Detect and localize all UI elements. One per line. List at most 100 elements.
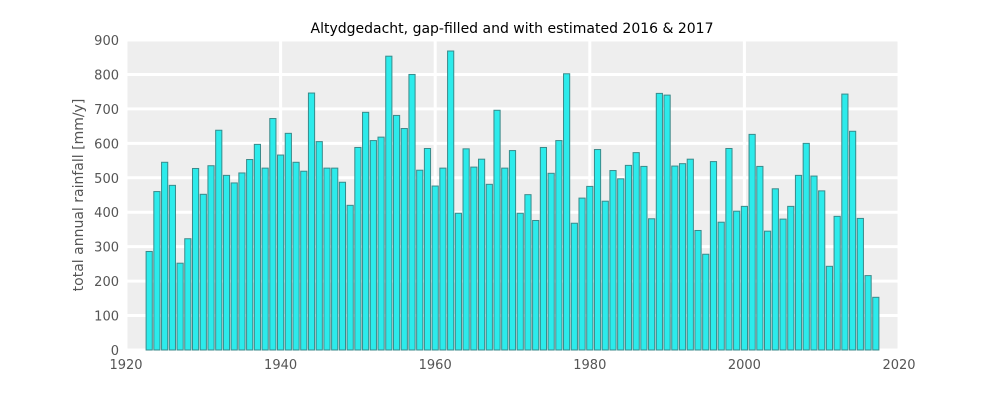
bar-1940	[277, 154, 285, 351]
bar-1950	[354, 146, 362, 351]
bar-1937	[253, 143, 262, 351]
x-tick-label: 2000	[728, 358, 761, 373]
bar-1994	[694, 229, 702, 351]
bar-1939	[269, 118, 277, 351]
bar-1973	[532, 219, 540, 351]
bar-1966	[477, 158, 486, 351]
bar-1956	[400, 128, 408, 351]
bar-2004	[771, 188, 779, 351]
x-tick-label: 1980	[573, 358, 606, 373]
bar-1998	[725, 148, 733, 351]
bar-2001	[748, 133, 756, 351]
bar-1943	[300, 170, 308, 351]
bar-1945	[315, 141, 323, 351]
bar-2006	[787, 205, 795, 351]
bar-1983	[609, 170, 617, 351]
bars	[145, 50, 880, 351]
bar-1941	[284, 132, 292, 351]
bar-2013	[841, 93, 849, 351]
bar-2014	[849, 130, 857, 351]
bar-1955	[392, 114, 401, 351]
bar-1932	[215, 129, 223, 351]
bar-2016	[864, 275, 872, 351]
bar-1926	[168, 184, 176, 351]
bar-1967	[485, 183, 493, 351]
bar-1980	[586, 185, 594, 351]
bar-1929	[191, 167, 200, 351]
bar-1944	[307, 92, 316, 351]
bar-1960	[431, 185, 439, 351]
bar-1975	[547, 172, 555, 351]
y-tick-label: 400	[94, 206, 119, 221]
bar-1935	[238, 172, 246, 351]
bar-1968	[493, 109, 501, 351]
bar-1957	[408, 73, 416, 351]
bar-1927	[176, 262, 184, 351]
bar-1964	[462, 148, 470, 351]
bar-1996	[709, 161, 718, 351]
bar-1991	[671, 165, 679, 351]
bar-1936	[246, 159, 254, 351]
bar-1995	[702, 253, 710, 351]
bar-1953	[377, 136, 385, 351]
bar-1984	[617, 178, 625, 351]
bar-2008	[802, 142, 810, 351]
bar-1979	[578, 197, 586, 351]
bar-2000	[740, 205, 748, 351]
bar-1977	[563, 73, 571, 351]
bar-1985	[624, 164, 633, 351]
y-tick-labels: 0 100 200 300 400 500 600 700 800 900	[94, 34, 119, 359]
y-tick-label: 700	[94, 103, 119, 118]
bar-1993	[686, 158, 694, 351]
bar-1978	[570, 222, 578, 351]
bar-1931	[207, 165, 215, 351]
y-axis-label: total annual rainfall [mm/y]	[71, 99, 87, 292]
y-tick-label: 300	[94, 241, 119, 256]
x-tick-label: 2020	[882, 358, 915, 373]
y-tick-label: 100	[94, 310, 119, 325]
bar-1959	[423, 148, 432, 351]
bar-2007	[794, 174, 803, 351]
bar-1947	[331, 167, 339, 351]
bar-1938	[261, 167, 269, 351]
bar-1988	[648, 218, 656, 351]
bar-1974	[539, 146, 548, 351]
bar-1990	[663, 94, 671, 351]
y-tick-label: 600	[94, 137, 119, 152]
bar-1962	[447, 50, 455, 351]
bar-1946	[323, 167, 331, 351]
x-tick-label: 1960	[419, 358, 452, 373]
bar-1933	[222, 174, 231, 351]
bar-1986	[632, 152, 640, 351]
bar-1992	[678, 163, 687, 351]
bar-1958	[416, 169, 424, 351]
y-tick-label: 800	[94, 68, 119, 83]
bar-2017	[872, 296, 880, 351]
bar-1965	[470, 166, 478, 351]
bar-1952	[369, 140, 377, 351]
bar-2003	[764, 230, 772, 351]
bar-1997	[717, 221, 725, 351]
bar-2012	[833, 215, 841, 351]
bar-2002	[756, 165, 764, 351]
bar-1963	[454, 212, 462, 351]
bar-1934	[230, 182, 238, 351]
bar-1928	[184, 238, 192, 351]
bar-1924	[153, 191, 161, 351]
bar-1987	[640, 165, 648, 351]
bar-1925	[161, 161, 169, 351]
bar-1982	[601, 200, 609, 351]
bar-1923	[145, 250, 153, 351]
bar-1970	[508, 150, 517, 351]
x-tick-labels: 1920 1940 1960 1980 2000 2020	[109, 358, 915, 373]
y-tick-label: 200	[94, 275, 119, 290]
bar-2010	[818, 190, 826, 351]
y-tick-label: 0	[111, 344, 119, 359]
bar-1961	[439, 167, 447, 351]
bar-1981	[593, 149, 602, 351]
bar-1969	[501, 167, 509, 351]
y-tick-label: 900	[94, 34, 119, 49]
y-tick-label: 500	[94, 172, 119, 187]
